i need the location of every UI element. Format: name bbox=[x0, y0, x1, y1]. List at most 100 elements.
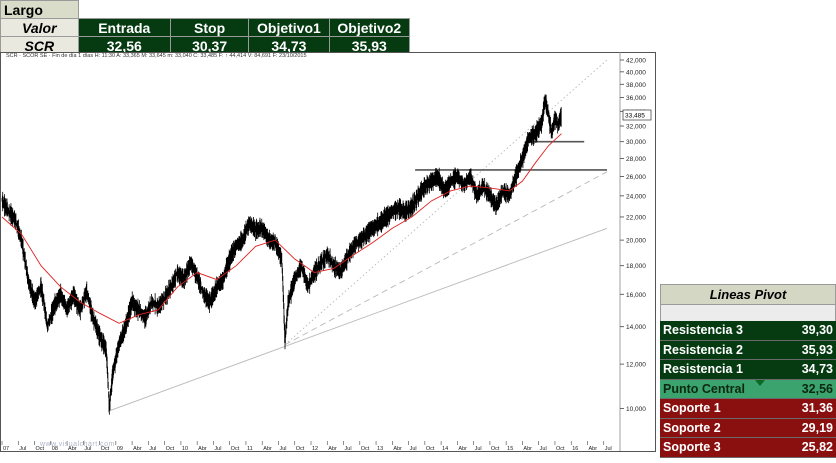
x-tick-label: Jul bbox=[410, 446, 417, 452]
pivot-row-label: Resistencia 3 bbox=[663, 323, 743, 338]
x-tick-label: Oct bbox=[296, 446, 305, 452]
price-series-bars bbox=[1, 94, 562, 415]
price-chart-svg[interactable]: 10,000 12,000 14,000 16,000 18,000 20,000 22,0… bbox=[0, 52, 656, 463]
stop-header: Stop bbox=[169, 18, 250, 37]
pivot-row-label: Resistencia 2 bbox=[663, 342, 743, 357]
y-tick-label: 14,000 bbox=[626, 324, 646, 331]
x-tick-label: Jul bbox=[540, 446, 547, 452]
y-tick-label: 42,000 bbox=[626, 58, 646, 65]
pivot-spacer bbox=[660, 305, 836, 321]
x-tick-label: 12 bbox=[312, 446, 318, 452]
x-tick-label: Jul bbox=[475, 446, 482, 452]
x-tick-label: Oct bbox=[166, 446, 175, 452]
y-tick-label: 22,000 bbox=[626, 214, 646, 221]
x-tick-label: Abr bbox=[68, 446, 77, 452]
pivot-row-soporte-3: Soporte 3 25,82 bbox=[660, 438, 836, 458]
y-tick-label: 20,000 bbox=[626, 238, 646, 245]
x-tick-label: Abr bbox=[458, 446, 467, 452]
central-marker-icon bbox=[755, 379, 765, 386]
x-tick-label: Jul bbox=[605, 446, 612, 452]
x-tick-label: 15 bbox=[507, 446, 513, 452]
x-tick-label: 07 bbox=[3, 446, 9, 452]
x-tick-label: 16 bbox=[572, 446, 578, 452]
trade-summary-table: Largo Valor Entrada Stop Objetivo1 Objet… bbox=[0, 0, 411, 55]
objetivo1-header: Objetivo1 bbox=[248, 18, 330, 37]
x-tick-label: Oct bbox=[231, 446, 240, 452]
entrada-value: 32,56 bbox=[77, 36, 171, 55]
trend-line-dashed bbox=[284, 171, 608, 346]
y-tick-label: 28,000 bbox=[626, 156, 646, 163]
y-tick-label: 16,000 bbox=[626, 292, 646, 299]
chart-info-line: SCR · SCOR SE · Fin de día 1 días H: 11:… bbox=[6, 53, 307, 59]
y-tick-label: 36,000 bbox=[626, 95, 646, 102]
x-tick-label: Abr bbox=[263, 446, 272, 452]
x-tick-label: Abr bbox=[133, 446, 142, 452]
price-chart[interactable]: 10,000 12,000 14,000 16,000 18,000 20,000 22,0… bbox=[0, 52, 656, 463]
pivot-row-value: 29,19 bbox=[801, 420, 833, 435]
pivot-panel: Lineas Pivot Resistencia 3 39,30 Resistenc… bbox=[660, 284, 836, 458]
y-tick-label: 38,000 bbox=[626, 82, 646, 89]
pivot-title: Lineas Pivot bbox=[660, 284, 836, 305]
stop-value: 30,37 bbox=[169, 36, 250, 55]
pivot-row-value: 31,36 bbox=[801, 401, 833, 416]
x-tick-label: Oct bbox=[426, 446, 435, 452]
pivot-row-soporte-1: Soporte 1 31,36 bbox=[660, 399, 836, 419]
y-tick-label: 24,000 bbox=[626, 193, 646, 200]
y-tick-label: 40,000 bbox=[626, 69, 646, 76]
trend-line-solid bbox=[109, 227, 608, 412]
x-tick-label: Oct bbox=[491, 446, 500, 452]
pivot-row-label: Resistencia 1 bbox=[663, 362, 743, 377]
x-tick-label: 13 bbox=[377, 446, 383, 452]
x-tick-label: Jul bbox=[149, 446, 156, 452]
x-tick-label: Abr bbox=[198, 446, 207, 452]
x-tick-label: 10 bbox=[182, 446, 188, 452]
pivot-row-soporte-2: Soporte 2 29,19 bbox=[660, 418, 836, 438]
x-tick-label: 14 bbox=[442, 446, 448, 452]
x-tick-label: Jul bbox=[279, 446, 286, 452]
x-tick-label: Oct bbox=[361, 446, 370, 452]
pivot-row-label: Soporte 2 bbox=[663, 420, 721, 435]
trade-direction-label: Largo bbox=[0, 0, 79, 19]
x-tick-label: Abr bbox=[393, 446, 402, 452]
y-tick-label: 26,000 bbox=[626, 174, 646, 181]
objetivo2-header: Objetivo2 bbox=[328, 18, 411, 37]
x-tick-label: 09 bbox=[117, 446, 123, 452]
x-tick-label: Oct bbox=[101, 446, 110, 452]
entrada-header: Entrada bbox=[77, 18, 171, 37]
x-tick-label: Oct bbox=[556, 446, 565, 452]
y-tick-label: 30,000 bbox=[626, 139, 646, 146]
moving-average-line bbox=[1, 133, 562, 324]
x-tick-label: Jul bbox=[19, 446, 26, 452]
pivot-row-value: 32,56 bbox=[801, 381, 833, 396]
pivot-row-label: Punto Central bbox=[663, 381, 745, 396]
x-tick-label: 08 bbox=[52, 446, 58, 452]
last-price-label: 33,485 bbox=[625, 113, 645, 120]
pivot-row-label: Soporte 1 bbox=[663, 401, 721, 416]
x-tick-label: Abr bbox=[328, 446, 337, 452]
x-tick-label: Jul bbox=[345, 446, 352, 452]
pivot-row-value: 39,30 bbox=[801, 323, 833, 338]
symbol-cell: SCR bbox=[0, 36, 79, 55]
objetivo2-value: 35,93 bbox=[328, 36, 411, 55]
x-tick-label: Oct bbox=[36, 446, 45, 452]
x-tick-label: Abr bbox=[523, 446, 532, 452]
pivot-rows: Resistencia 3 39,30 Resistencia 2 35,93 Resi… bbox=[660, 321, 836, 458]
pivot-row-value: 34,73 bbox=[801, 362, 833, 377]
last-price-box bbox=[622, 109, 652, 121]
x-tick-label: Jul bbox=[84, 446, 91, 452]
x-tick-label: Abr bbox=[588, 446, 597, 452]
pivot-row-resistencia-3: Resistencia 3 39,30 bbox=[660, 321, 836, 341]
watermark: www.visualchart.com bbox=[40, 441, 115, 448]
pivot-row-resistencia-1: Resistencia 1 34,73 bbox=[660, 360, 836, 380]
x-tick-label: 11 bbox=[247, 446, 253, 452]
valor-header: Valor bbox=[0, 18, 79, 37]
pivot-row-value: 35,93 bbox=[801, 342, 833, 357]
pivot-row-resistencia-2: Resistencia 2 35,93 bbox=[660, 340, 836, 360]
y-tick-label: 12,000 bbox=[626, 362, 646, 369]
pivot-row-value: 25,82 bbox=[801, 440, 833, 455]
y-tick-label: 32,000 bbox=[626, 124, 646, 131]
pivot-row-punto-central: Punto Central 32,56 bbox=[660, 379, 836, 399]
y-tick-label: 18,000 bbox=[626, 263, 646, 270]
y-tick-label: 10,000 bbox=[626, 406, 646, 413]
x-tick-label: Jul bbox=[214, 446, 221, 452]
